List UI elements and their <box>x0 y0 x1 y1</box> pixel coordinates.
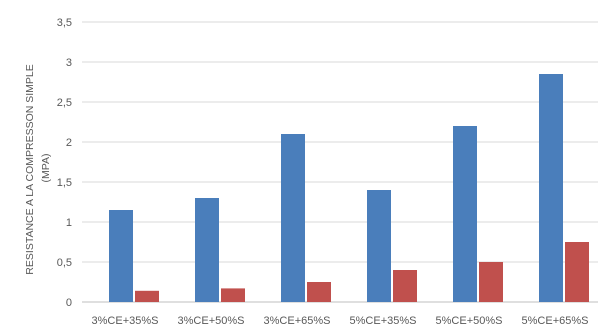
y-tick-label: 3,5 <box>57 17 72 29</box>
bar-series-1-3%CE+35%S <box>109 210 133 302</box>
y-tick-label: 3 <box>66 57 72 69</box>
y-axis-title-line-2: (MPA) <box>40 154 52 183</box>
y-tick-label: 1,5 <box>57 177 72 189</box>
bar-series-2-5%CE+50%S <box>479 262 503 302</box>
gridlines <box>82 21 598 303</box>
x-tick-label: 5%CE+65%S <box>522 315 589 327</box>
bar-series-1-3%CE+65%S <box>281 134 305 302</box>
y-axis-title-line-1: RESISTANCE A LA COMPRESSON SIMPLE <box>24 64 36 274</box>
x-axis-tick-labels: 3%CE+35%S 3%CE+50%S 3%CE+65%S 5%CE+35%S 5%CE… <box>92 315 589 327</box>
y-tick-label: 2,5 <box>57 97 72 109</box>
x-tick-label: 3%CE+65%S <box>264 315 331 327</box>
y-axis-title: RESISTANCE A LA COMPRESSON SIMPLE (MPA) <box>24 61 52 274</box>
x-tick-label: 3%CE+35%S <box>92 315 159 327</box>
bars <box>109 74 589 302</box>
x-tick-label: 5%CE+50%S <box>436 315 503 327</box>
y-axis-tick-labels: 0 0,5 1 1,5 2 2,5 3 3,5 <box>57 17 72 309</box>
bar-series-1-5%CE+65%S <box>539 74 563 302</box>
y-tick-label: 1 <box>66 217 72 229</box>
bar-series-1-5%CE+50%S <box>453 126 477 302</box>
bar-series-2-3%CE+35%S <box>135 290 159 302</box>
x-tick-label: 5%CE+35%S <box>350 315 417 327</box>
x-tick-label: 3%CE+50%S <box>178 315 245 327</box>
bar-series-2-5%CE+65%S <box>565 242 589 302</box>
bar-series-1-3%CE+50%S <box>195 198 219 302</box>
bar-series-1-5%CE+35%S <box>367 190 391 302</box>
bar-series-2-5%CE+35%S <box>393 270 417 302</box>
bar-series-2-3%CE+50%S <box>221 288 245 302</box>
y-tick-label: 0 <box>66 297 72 309</box>
y-tick-label: 0,5 <box>57 257 72 269</box>
y-tick-label: 2 <box>66 137 72 149</box>
bar-series-2-3%CE+65%S <box>307 282 331 302</box>
